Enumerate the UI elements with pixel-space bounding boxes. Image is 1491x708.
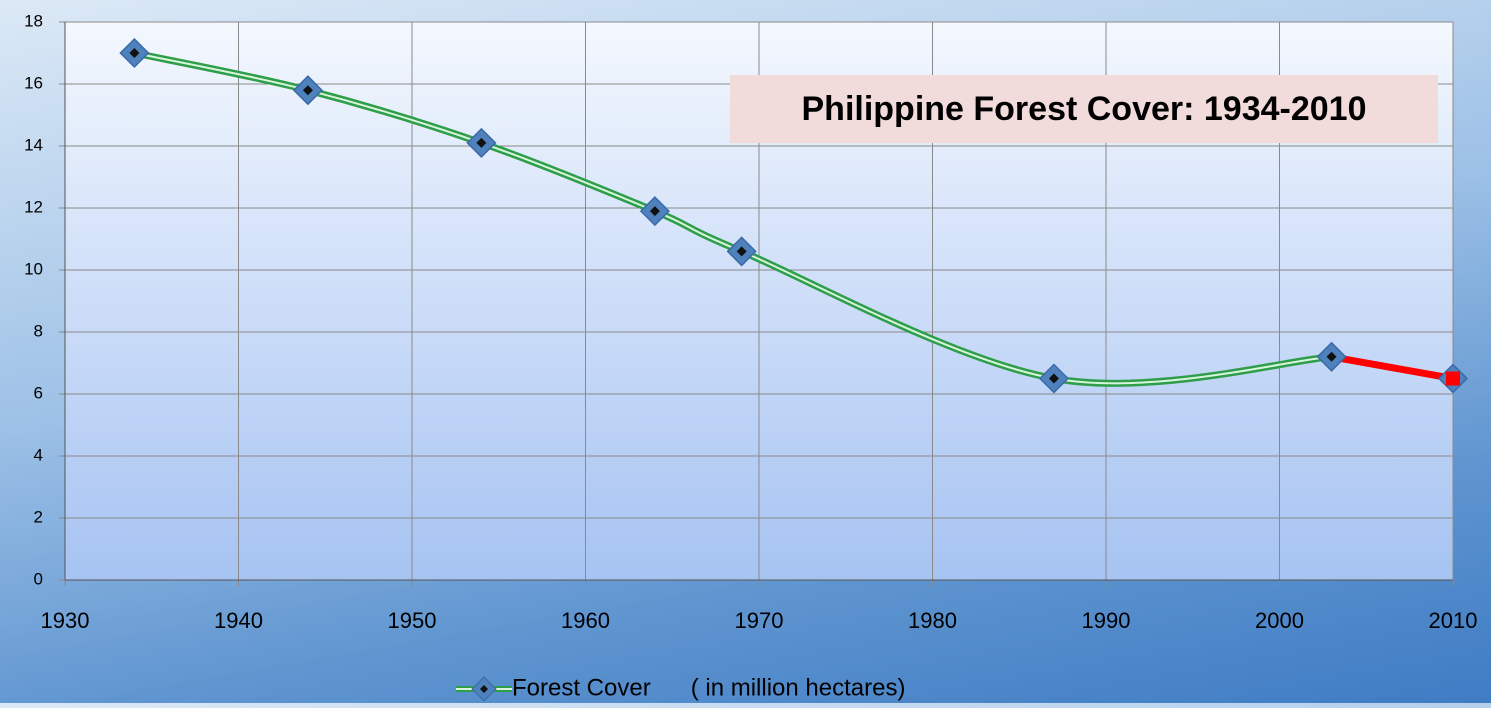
x-tick-label: 1970 bbox=[735, 608, 784, 633]
marker-center bbox=[302, 85, 313, 96]
highlight-segment bbox=[1330, 353, 1454, 382]
x-tick-label: 1950 bbox=[388, 608, 437, 633]
y-tick-label: 10 bbox=[24, 259, 43, 278]
y-tick-label: 8 bbox=[34, 321, 43, 340]
marker-center bbox=[1446, 371, 1460, 386]
y-tick-label: 12 bbox=[24, 197, 43, 216]
legend-label: Forest Cover ( in million hectares) bbox=[512, 674, 905, 701]
x-tick-label: 1940 bbox=[214, 608, 263, 633]
y-tick-label: 6 bbox=[34, 383, 43, 402]
x-tick-label: 2000 bbox=[1255, 608, 1304, 633]
marker-center bbox=[1048, 373, 1059, 384]
y-tick-label: 0 bbox=[34, 569, 43, 588]
marker-center bbox=[1326, 351, 1337, 362]
x-tick-label: 1960 bbox=[561, 608, 610, 633]
x-tick-label: 2010 bbox=[1429, 608, 1478, 633]
marker-center bbox=[476, 137, 487, 148]
marker-center bbox=[649, 206, 660, 217]
marker-center bbox=[736, 246, 747, 257]
y-tick-label: 4 bbox=[34, 445, 43, 464]
title-box bbox=[730, 75, 1438, 143]
y-tick-label: 16 bbox=[24, 73, 43, 92]
y-tick-label: 14 bbox=[24, 135, 43, 154]
x-tick-label: 1990 bbox=[1082, 608, 1131, 633]
x-tick-label: 1930 bbox=[41, 608, 90, 633]
marker-center bbox=[129, 48, 140, 58]
y-tick-label: 18 bbox=[24, 11, 43, 30]
x-tick-label: 1980 bbox=[908, 608, 957, 633]
legend-marker-center bbox=[480, 685, 488, 693]
y-tick-label: 2 bbox=[34, 507, 43, 526]
chart-title: Philippine Forest Cover: 1934-2010 bbox=[802, 90, 1367, 128]
